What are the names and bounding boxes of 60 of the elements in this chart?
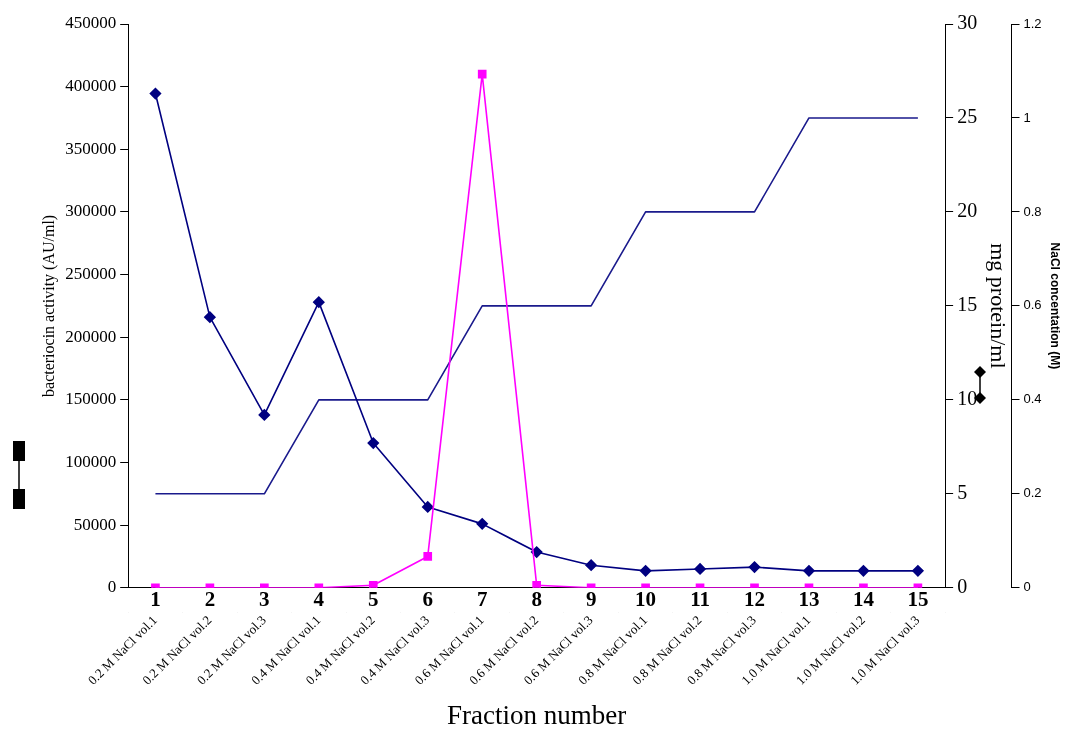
x2-tick-label: 5: [368, 586, 379, 611]
point: [204, 311, 216, 323]
point: [421, 501, 434, 513]
point: [368, 580, 378, 588]
y3-axis-title: NaCl concentation (M): [1048, 242, 1063, 370]
y3-tick-label: 0.8: [1023, 203, 1042, 219]
y-tick-label: 300000: [65, 201, 117, 221]
x2-tick-label: 11: [690, 586, 710, 611]
x-axis-title: Fraction number: [447, 699, 627, 730]
x2-tick-label: 15: [907, 586, 929, 611]
point: [149, 87, 162, 100]
point: [912, 565, 924, 577]
point: [803, 565, 815, 577]
point: [694, 563, 706, 575]
point: [476, 518, 488, 530]
y-tick-label: 450000: [65, 13, 117, 33]
y2-tick-label: 0: [957, 575, 968, 598]
y-tick-label: 350000: [65, 138, 117, 158]
point: [477, 69, 487, 79]
y2-tick-label: 15: [957, 293, 978, 316]
y2-tick-label: 25: [957, 105, 978, 128]
point: [313, 296, 325, 308]
point: [748, 561, 761, 573]
y3-tick-label: 0.6: [1023, 297, 1042, 313]
y-tick-label: 100000: [65, 451, 117, 471]
y2-tick-label: 5: [957, 481, 968, 504]
y-tick-label: 200000: [65, 326, 117, 346]
x2-tick-label: 12: [744, 586, 766, 611]
point: [585, 559, 597, 572]
x2-tick-label: 7: [476, 586, 488, 611]
y3-tick-label: 1.2: [1023, 15, 1042, 31]
y2-axis-title: mg protein/ml: [985, 243, 1011, 369]
x2-tick-label: 14: [852, 586, 875, 611]
y-tick-label: 150000: [65, 389, 117, 409]
y3-tick-label: 0: [1023, 579, 1031, 595]
y-tick-label: 50000: [73, 514, 117, 534]
x2-tick-label: 10: [635, 586, 657, 611]
y2-tick-label: 20: [957, 199, 978, 222]
y-axis-title: bacteriocin activity (AU/ml): [39, 214, 58, 397]
y-tick-label: 250000: [65, 264, 117, 284]
y3-tick-label: 0.4: [1023, 391, 1042, 407]
point: [532, 580, 541, 588]
point: [258, 409, 271, 421]
point: [639, 565, 652, 577]
x2-tick-label: 2: [204, 586, 216, 611]
x2-tick-label: 3: [259, 586, 270, 611]
x2-tick-label: 4: [313, 586, 325, 611]
x2-tick-label: 6: [422, 586, 433, 611]
x2-tick-label: 9: [585, 586, 597, 611]
point: [367, 437, 380, 449]
y-tick-label: 400000: [65, 76, 117, 96]
y2-tick-label: 30: [957, 11, 978, 34]
y3-tick-label: 1: [1023, 109, 1031, 125]
x2-tick-label: 13: [798, 586, 820, 611]
x2-tick-label: 1: [150, 586, 161, 611]
x2-tick-label: 8: [531, 586, 542, 611]
point: [857, 565, 870, 577]
y2-tick-label: 10: [957, 387, 978, 410]
y3-tick-label: 0.2: [1023, 485, 1042, 501]
y-tick-label: 0: [107, 577, 117, 597]
